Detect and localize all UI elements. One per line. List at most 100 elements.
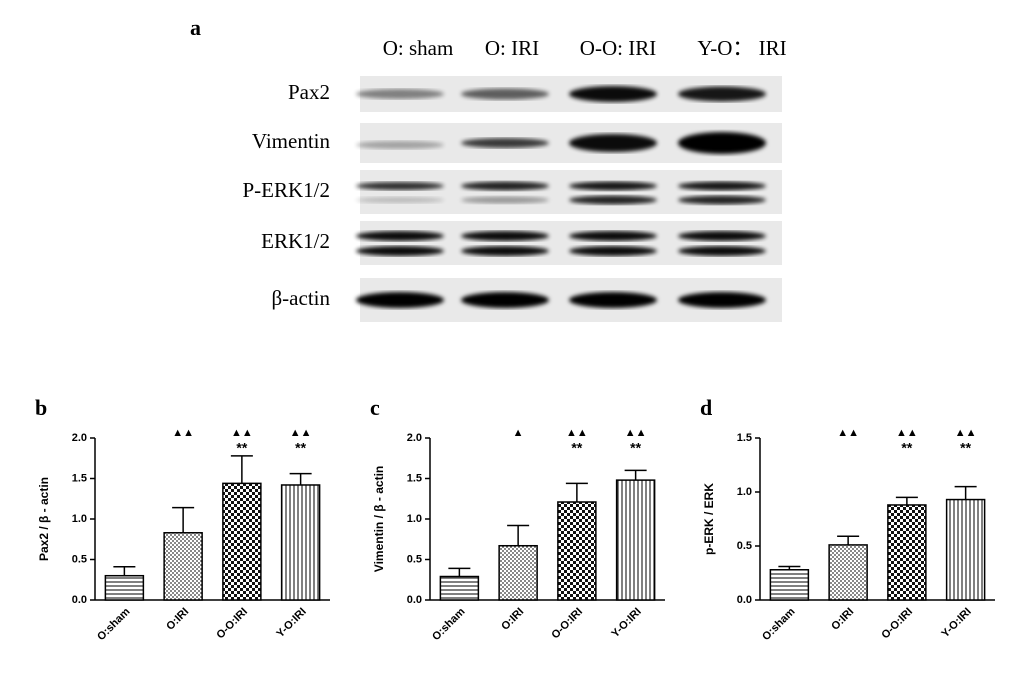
- band: [678, 132, 766, 154]
- x-tick-label: O-O:IRI: [549, 606, 585, 642]
- x-tick-label: O-O:IRI: [879, 606, 915, 642]
- x-tick-label: O-O:IRI: [214, 606, 250, 642]
- band: [678, 231, 766, 241]
- band: [461, 292, 549, 308]
- significance-marker: ▲▲: [625, 427, 647, 439]
- band: [569, 86, 657, 102]
- y-tick-label: 0.5: [737, 540, 752, 552]
- band: [356, 292, 444, 308]
- blot-strip: [360, 170, 782, 214]
- x-tick-label: O:sham: [430, 606, 468, 644]
- significance-marker: ▲▲: [566, 427, 588, 439]
- band: [678, 246, 766, 256]
- y-tick-label: 1.5: [737, 432, 752, 444]
- y-axis-label: Pax2 / β - actin: [37, 477, 51, 561]
- significance-marker: ▲: [513, 427, 524, 439]
- panel-label: c: [370, 395, 380, 420]
- y-tick-label: 1.5: [407, 472, 422, 484]
- bar: [557, 501, 597, 601]
- significance-stars: **: [571, 440, 582, 456]
- significance-marker: ▲▲: [955, 427, 977, 439]
- band: [461, 181, 549, 191]
- significance-stars: **: [901, 440, 912, 456]
- panel-label: b: [35, 395, 47, 420]
- bar: [280, 484, 321, 601]
- band: [678, 86, 766, 102]
- band: [356, 182, 444, 190]
- band: [461, 231, 549, 241]
- band: [356, 246, 444, 256]
- band: [569, 195, 657, 205]
- y-axis-label: Vimentin / β - actin: [372, 466, 386, 572]
- band: [356, 141, 444, 149]
- band: [569, 181, 657, 191]
- row-label: Vimentin: [252, 129, 331, 153]
- lane-label: Y-O： IRI: [697, 36, 786, 60]
- y-tick-label: 0.5: [407, 553, 422, 565]
- significance-marker: ▲▲: [231, 427, 253, 439]
- bar-chart: dp-ERK / ERK0.00.51.01.5O:sham▲▲O:IRI▲▲*…: [700, 395, 995, 643]
- y-tick-label: 1.0: [72, 513, 87, 525]
- band: [356, 197, 444, 203]
- bar: [615, 479, 656, 601]
- y-tick-label: 0.0: [72, 594, 87, 606]
- lane-label: O: sham: [383, 36, 454, 60]
- y-tick-label: 1.0: [737, 486, 752, 498]
- y-tick-label: 1.5: [72, 472, 87, 484]
- bar: [439, 575, 480, 601]
- band: [569, 292, 657, 308]
- lane-label: O: IRI: [485, 36, 539, 60]
- row-label: P-ERK1/2: [242, 178, 330, 202]
- y-tick-label: 0.0: [737, 594, 752, 606]
- significance-marker: ▲▲: [896, 427, 918, 439]
- band: [461, 88, 549, 100]
- panel-label: a: [190, 15, 201, 40]
- y-axis-label: p-ERK / ERK: [702, 483, 716, 555]
- x-tick-label: Y-O:IRI: [274, 606, 308, 640]
- band: [461, 246, 549, 256]
- significance-stars: **: [236, 440, 247, 456]
- y-tick-label: 1.0: [407, 513, 422, 525]
- band: [356, 231, 444, 241]
- bar-chart: b Pax2 / β - actin 0.0 0.5 1.0 1.5 2.0 O:sham ▲▲…: [35, 395, 330, 643]
- panel-label: d: [700, 395, 712, 420]
- x-tick-label: O:IRI: [499, 606, 526, 633]
- band: [569, 134, 657, 152]
- significance-stars: **: [630, 440, 641, 456]
- x-tick-label: O:sham: [95, 606, 133, 644]
- row-label: ERK1/2: [261, 229, 330, 253]
- bar: [769, 569, 810, 601]
- y-tick-label: 0.5: [72, 553, 87, 565]
- lane-label: O-O: IRI: [580, 36, 656, 60]
- blot-strip: [360, 221, 782, 265]
- bar: [828, 544, 868, 601]
- x-tick-label: Y-O:IRI: [609, 606, 643, 640]
- significance-stars: **: [295, 440, 306, 456]
- bar: [104, 574, 145, 601]
- band: [678, 292, 766, 308]
- y-tick-label: 0.0: [407, 594, 422, 606]
- significance-stars: **: [960, 440, 971, 456]
- significance-marker: ▲▲: [837, 427, 859, 439]
- bar-chart: c Vimentin / β - actin 0.0 0.5 1.0 1.5 2.0 O:sh…: [370, 395, 665, 643]
- significance-marker: ▲▲: [290, 427, 312, 439]
- bar: [222, 482, 262, 601]
- band: [569, 246, 657, 256]
- row-label: β-actin: [272, 286, 331, 310]
- bar: [163, 532, 203, 601]
- band: [461, 138, 549, 148]
- x-tick-label: O:IRI: [829, 606, 856, 633]
- bar: [945, 498, 986, 601]
- significance-marker: ▲▲: [172, 427, 194, 439]
- band: [678, 181, 766, 191]
- y-tick-label: 2.0: [72, 432, 87, 444]
- bar: [887, 504, 927, 601]
- x-tick-label: O:IRI: [164, 606, 191, 633]
- bar: [498, 544, 538, 601]
- x-tick-label: Y-O:IRI: [939, 606, 973, 640]
- band: [569, 231, 657, 241]
- row-label: Pax2: [288, 80, 330, 104]
- western-blot: O: sham O: IRI O-O: IRI Y-O： IRI Pax2 Vimenti…: [242, 36, 787, 322]
- band: [461, 196, 549, 204]
